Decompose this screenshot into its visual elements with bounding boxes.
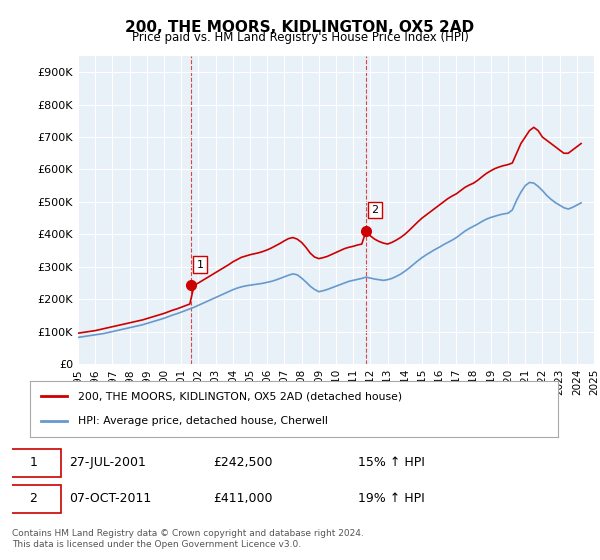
Text: 2: 2	[371, 205, 379, 215]
Text: 2: 2	[29, 492, 37, 505]
Text: 1: 1	[196, 259, 203, 269]
Text: Contains HM Land Registry data © Crown copyright and database right 2024.
This d: Contains HM Land Registry data © Crown c…	[12, 529, 364, 549]
Text: Price paid vs. HM Land Registry's House Price Index (HPI): Price paid vs. HM Land Registry's House …	[131, 31, 469, 44]
Text: 19% ↑ HPI: 19% ↑ HPI	[358, 492, 424, 505]
Text: 200, THE MOORS, KIDLINGTON, OX5 2AD (detached house): 200, THE MOORS, KIDLINGTON, OX5 2AD (det…	[77, 391, 401, 402]
Text: 27-JUL-2001: 27-JUL-2001	[70, 456, 146, 469]
FancyBboxPatch shape	[6, 449, 61, 477]
Text: £411,000: £411,000	[214, 492, 273, 505]
Text: 200, THE MOORS, KIDLINGTON, OX5 2AD: 200, THE MOORS, KIDLINGTON, OX5 2AD	[125, 20, 475, 35]
Text: 07-OCT-2011: 07-OCT-2011	[70, 492, 152, 505]
FancyBboxPatch shape	[6, 485, 61, 513]
Text: 15% ↑ HPI: 15% ↑ HPI	[358, 456, 424, 469]
Text: £242,500: £242,500	[214, 456, 273, 469]
Text: 1: 1	[29, 456, 37, 469]
Text: HPI: Average price, detached house, Cherwell: HPI: Average price, detached house, Cher…	[77, 416, 328, 426]
